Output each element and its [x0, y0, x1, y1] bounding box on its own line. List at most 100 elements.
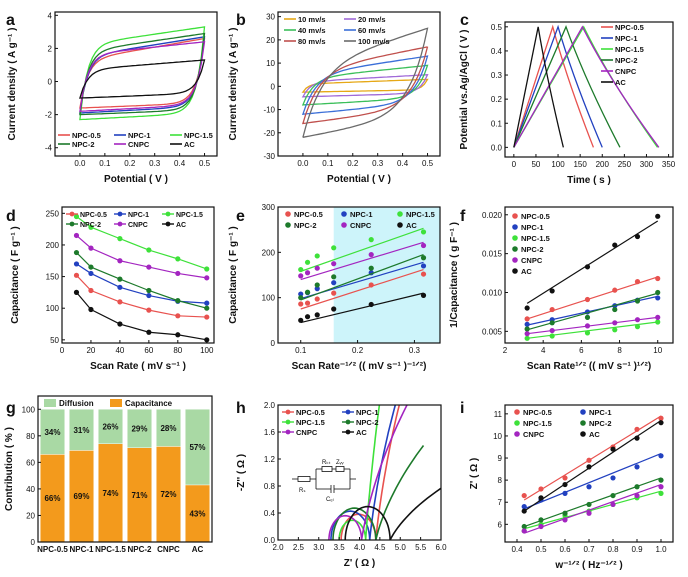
data-point	[420, 292, 427, 298]
plot-frame	[504, 206, 674, 344]
legend-marker	[285, 409, 291, 415]
bar-segment-capacitance	[69, 450, 94, 543]
data-point	[538, 523, 544, 530]
data-point	[298, 295, 304, 301]
data-point	[634, 324, 641, 330]
data-point	[204, 305, 210, 311]
data-point	[331, 274, 337, 280]
x-tick-label: 0.9	[631, 545, 643, 554]
data-point	[612, 306, 618, 313]
data-point	[610, 501, 616, 508]
legend-entry: NPC-2	[294, 221, 317, 230]
y-tick-label: 50	[50, 336, 59, 345]
x-category-label: CNPC	[157, 545, 180, 554]
data-point	[634, 317, 641, 323]
x-tick-label: 0.2	[347, 159, 359, 168]
legend-entry: NPC-1	[521, 223, 544, 232]
data-point	[584, 296, 591, 303]
y-tick-label: 100	[46, 304, 60, 313]
nyquist-curves	[328, 405, 441, 540]
legend-marker	[345, 409, 351, 415]
data-point	[88, 287, 94, 294]
y-tick-label: 20	[26, 511, 35, 520]
panel-f: f 2 4 6 8 10 0.005 0.010 0.015 0.020 Scan Rate¹ᐟ² …	[449, 206, 674, 372]
legend-entry: NPC-0.5	[615, 23, 644, 32]
data-point	[175, 256, 181, 262]
x-axis-label: Scan Rate ( mV s⁻¹ )	[90, 361, 186, 372]
data-point	[175, 270, 181, 277]
data-point	[586, 484, 592, 490]
legend-entry: NPC-1.5	[184, 131, 213, 140]
y-tick-label: 0.020	[482, 211, 503, 220]
data-point	[298, 266, 304, 273]
panel-label: e	[236, 208, 245, 225]
legend-entry: NPC-1	[128, 131, 151, 140]
data-point	[420, 263, 427, 269]
plot-frame	[277, 206, 441, 344]
x-tick-label: 5.0	[395, 543, 407, 552]
data-point	[586, 501, 592, 508]
x-tick-label: 8	[617, 346, 622, 355]
data-point	[73, 272, 80, 278]
data-point	[584, 314, 591, 320]
legend-marker	[512, 246, 518, 252]
data-point	[175, 332, 181, 338]
data-point	[584, 330, 591, 336]
legend-entry: 40 mv/s	[298, 26, 326, 35]
circuit-resistor-rct	[321, 466, 333, 472]
data-point	[655, 314, 661, 320]
legend-marker	[117, 211, 123, 217]
data-point	[524, 335, 530, 341]
data-point	[655, 289, 661, 296]
x-axis-label: Time ( s )	[567, 175, 611, 186]
data-point	[610, 475, 616, 481]
legend-entry: NPC-2	[521, 245, 544, 254]
y-tick-label: 0.015	[482, 250, 503, 259]
data-point	[331, 280, 337, 286]
bar-value-label: 43%	[189, 509, 205, 518]
data-point	[331, 245, 337, 251]
x-axis-label: Potential ( V )	[104, 174, 168, 185]
plot-frame	[504, 21, 674, 158]
y-tick-label: 60	[26, 458, 35, 467]
y-tick-label: 0.8	[264, 482, 276, 491]
y-tick-label: 0.0	[491, 143, 503, 152]
bar-value-label: 66%	[44, 494, 60, 503]
panel-label: g	[6, 400, 16, 417]
data-point	[304, 289, 311, 295]
data-point	[146, 292, 152, 299]
x-tick-label: 6	[579, 346, 584, 355]
data-point	[524, 326, 530, 332]
data-point	[634, 464, 640, 470]
bar-value-label: 72%	[160, 490, 176, 499]
series-line	[76, 274, 207, 318]
data-point	[612, 242, 618, 248]
legend-entry: NPC-0.5	[521, 212, 550, 221]
data-point	[298, 291, 304, 297]
data-point	[304, 270, 311, 276]
data-point	[368, 265, 374, 271]
bar-segment-capacitance	[127, 447, 152, 543]
y-tick-label: -20	[263, 129, 275, 138]
data-point	[146, 247, 152, 253]
y-axis-label: Z' ( Ω )	[469, 458, 480, 490]
gcd-curve	[513, 24, 603, 148]
data-point	[584, 323, 591, 329]
legend-marker	[69, 211, 75, 217]
legend-entry: NPC-2	[589, 419, 612, 428]
fit-line	[300, 227, 424, 272]
data-point	[117, 299, 123, 305]
cv-loop	[301, 73, 429, 98]
x-tick-label: 0.3	[409, 346, 421, 355]
x-tick-label: 0.1	[99, 159, 111, 168]
y-tick-label: 10	[493, 432, 502, 441]
legend-entry: NPC-1	[356, 408, 379, 417]
fit-line	[300, 241, 424, 281]
panel-a: a 0.0 0.1 0.2 0.3 0.4 0.5 -4 -2 0 2 4 Potential ( V …	[6, 11, 218, 185]
y-tick-label: 0.4	[264, 509, 276, 518]
x-tick-label: 250	[618, 160, 632, 169]
circuit-warburg	[335, 466, 345, 472]
legend-marker	[512, 268, 518, 274]
data-point	[117, 236, 123, 242]
